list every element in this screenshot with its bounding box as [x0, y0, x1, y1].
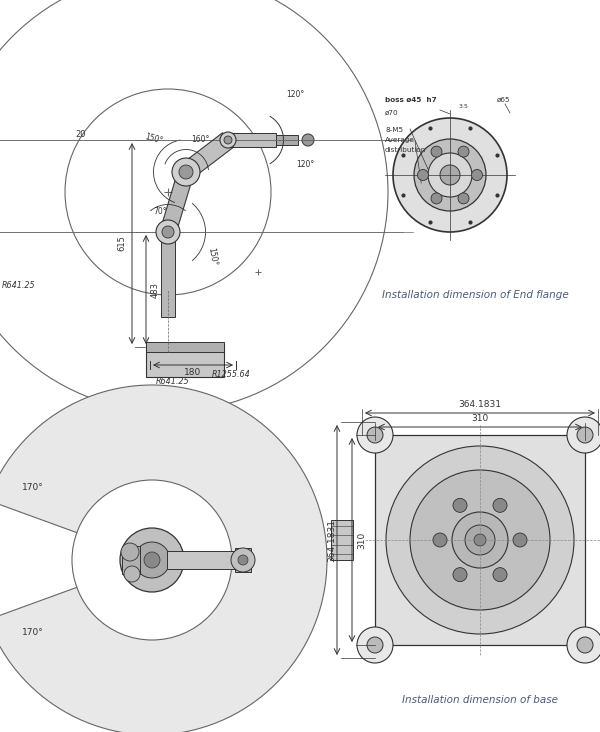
- Circle shape: [231, 548, 255, 572]
- Circle shape: [367, 427, 383, 443]
- Bar: [161, 232, 175, 317]
- Circle shape: [367, 637, 383, 653]
- Text: 310: 310: [358, 531, 367, 548]
- Bar: [146, 343, 224, 377]
- Circle shape: [357, 627, 393, 663]
- Circle shape: [465, 525, 495, 555]
- Circle shape: [162, 226, 174, 238]
- Text: 150°: 150°: [144, 132, 164, 146]
- Circle shape: [440, 165, 460, 185]
- Circle shape: [577, 427, 593, 443]
- Text: boss ø45  h7: boss ø45 h7: [385, 97, 437, 103]
- Bar: [331, 520, 353, 560]
- Circle shape: [567, 417, 600, 453]
- Circle shape: [452, 512, 508, 568]
- Polygon shape: [181, 132, 233, 179]
- Bar: [146, 342, 224, 352]
- Circle shape: [474, 534, 486, 546]
- Circle shape: [144, 552, 160, 568]
- Polygon shape: [0, 385, 327, 732]
- Circle shape: [357, 417, 393, 453]
- Text: 170°: 170°: [22, 628, 44, 637]
- Circle shape: [453, 567, 467, 582]
- Circle shape: [418, 170, 428, 181]
- Text: 364.1831: 364.1831: [458, 400, 502, 409]
- Bar: [167, 551, 235, 569]
- Text: 150°: 150°: [206, 247, 218, 266]
- Circle shape: [433, 533, 447, 547]
- Circle shape: [513, 533, 527, 547]
- Circle shape: [124, 566, 140, 582]
- Bar: [228, 133, 276, 147]
- Text: R1255.64: R1255.64: [212, 370, 251, 379]
- Text: 364.1831: 364.1831: [328, 518, 337, 561]
- Circle shape: [410, 470, 550, 610]
- Text: distribution: distribution: [385, 147, 426, 153]
- Circle shape: [414, 139, 486, 211]
- Text: 120°: 120°: [286, 90, 304, 99]
- Text: 615: 615: [117, 236, 126, 251]
- Text: 483: 483: [151, 282, 160, 297]
- Text: 180: 180: [184, 368, 202, 377]
- Ellipse shape: [386, 446, 574, 634]
- Circle shape: [428, 153, 472, 197]
- Circle shape: [220, 132, 236, 148]
- Text: 310: 310: [472, 414, 488, 423]
- Circle shape: [431, 146, 442, 157]
- Circle shape: [577, 637, 593, 653]
- Bar: [375, 435, 585, 645]
- Circle shape: [458, 193, 469, 204]
- Text: 70°: 70°: [153, 207, 167, 216]
- Circle shape: [493, 567, 507, 582]
- Circle shape: [156, 220, 180, 244]
- Bar: [235, 548, 251, 572]
- Circle shape: [393, 118, 507, 232]
- Circle shape: [224, 136, 232, 144]
- Circle shape: [172, 158, 200, 186]
- Circle shape: [431, 193, 442, 204]
- Text: Installation dimension of End flange: Installation dimension of End flange: [382, 290, 568, 300]
- Text: 160°: 160°: [191, 135, 209, 144]
- Text: R641.25: R641.25: [156, 377, 190, 386]
- Text: ø70: ø70: [385, 110, 398, 116]
- Circle shape: [458, 146, 469, 157]
- Text: Average: Average: [385, 137, 415, 143]
- Text: R641.25: R641.25: [1, 280, 35, 289]
- Circle shape: [493, 498, 507, 512]
- Text: 8-M5: 8-M5: [385, 127, 403, 133]
- Text: 120°: 120°: [296, 160, 314, 169]
- Circle shape: [121, 543, 139, 561]
- Circle shape: [120, 528, 184, 592]
- Text: Installation dimension of base: Installation dimension of base: [402, 695, 558, 705]
- Circle shape: [238, 555, 248, 565]
- Circle shape: [302, 134, 314, 146]
- Text: 3.5: 3.5: [459, 104, 469, 109]
- Circle shape: [134, 542, 170, 578]
- Circle shape: [453, 498, 467, 512]
- Text: ø65: ø65: [497, 97, 511, 103]
- Polygon shape: [160, 170, 194, 234]
- Circle shape: [179, 165, 193, 179]
- Bar: [276, 135, 298, 145]
- Circle shape: [472, 170, 482, 181]
- Circle shape: [567, 627, 600, 663]
- Bar: [122, 546, 140, 574]
- Text: 20: 20: [75, 130, 86, 139]
- Text: 170°: 170°: [22, 483, 44, 492]
